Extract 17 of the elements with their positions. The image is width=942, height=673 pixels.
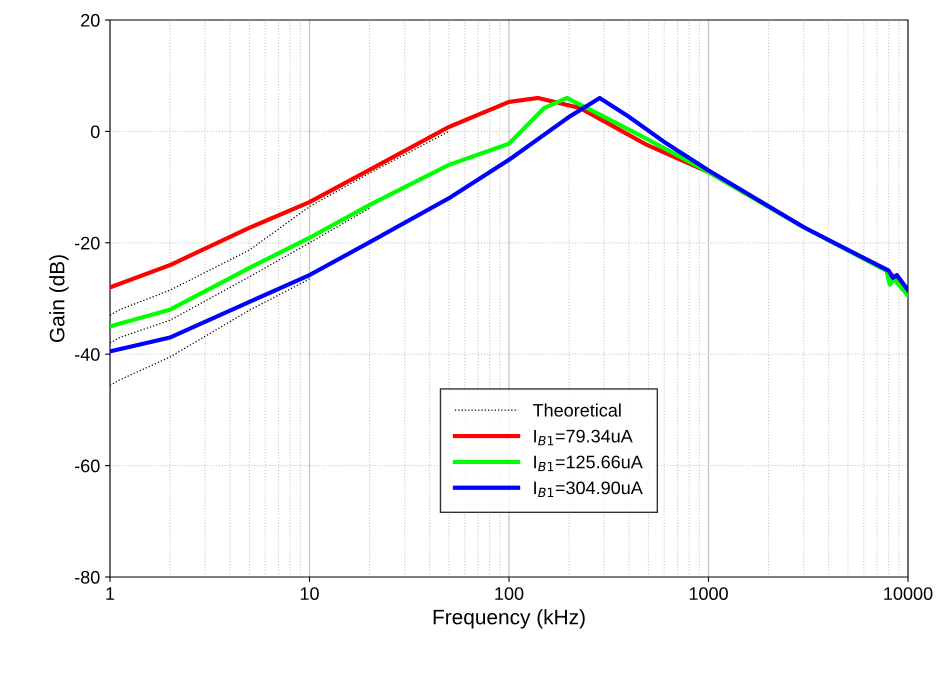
y-tick-label: -80	[74, 570, 100, 584]
y-tick-label: 20	[81, 14, 100, 27]
legend-label: I$_{B1}$=79.34uA	[534, 430, 633, 446]
x-tick-label: 1	[106, 587, 114, 600]
y-tick-label: 0	[90, 125, 100, 138]
legend-label: I$_{B1}$=125.66uA	[534, 456, 643, 472]
legend-label: I$_{B1}$=304.90uA	[534, 481, 643, 498]
x-tick-label: 10	[300, 587, 319, 600]
y-axis-title: Gain (dB)	[49, 255, 69, 342]
x-tick-label: 10000	[884, 587, 932, 600]
x-tick-label: 1000	[690, 587, 728, 600]
y-tick-label: -60	[74, 460, 100, 472]
y-tick-label: -40	[74, 348, 100, 361]
legend-label: Theoretical	[532, 403, 621, 417]
x-axis-title: Frequency (kHz)	[434, 609, 585, 629]
x-tick-label: 100	[495, 587, 524, 600]
y-tick-label: -20	[74, 236, 100, 250]
